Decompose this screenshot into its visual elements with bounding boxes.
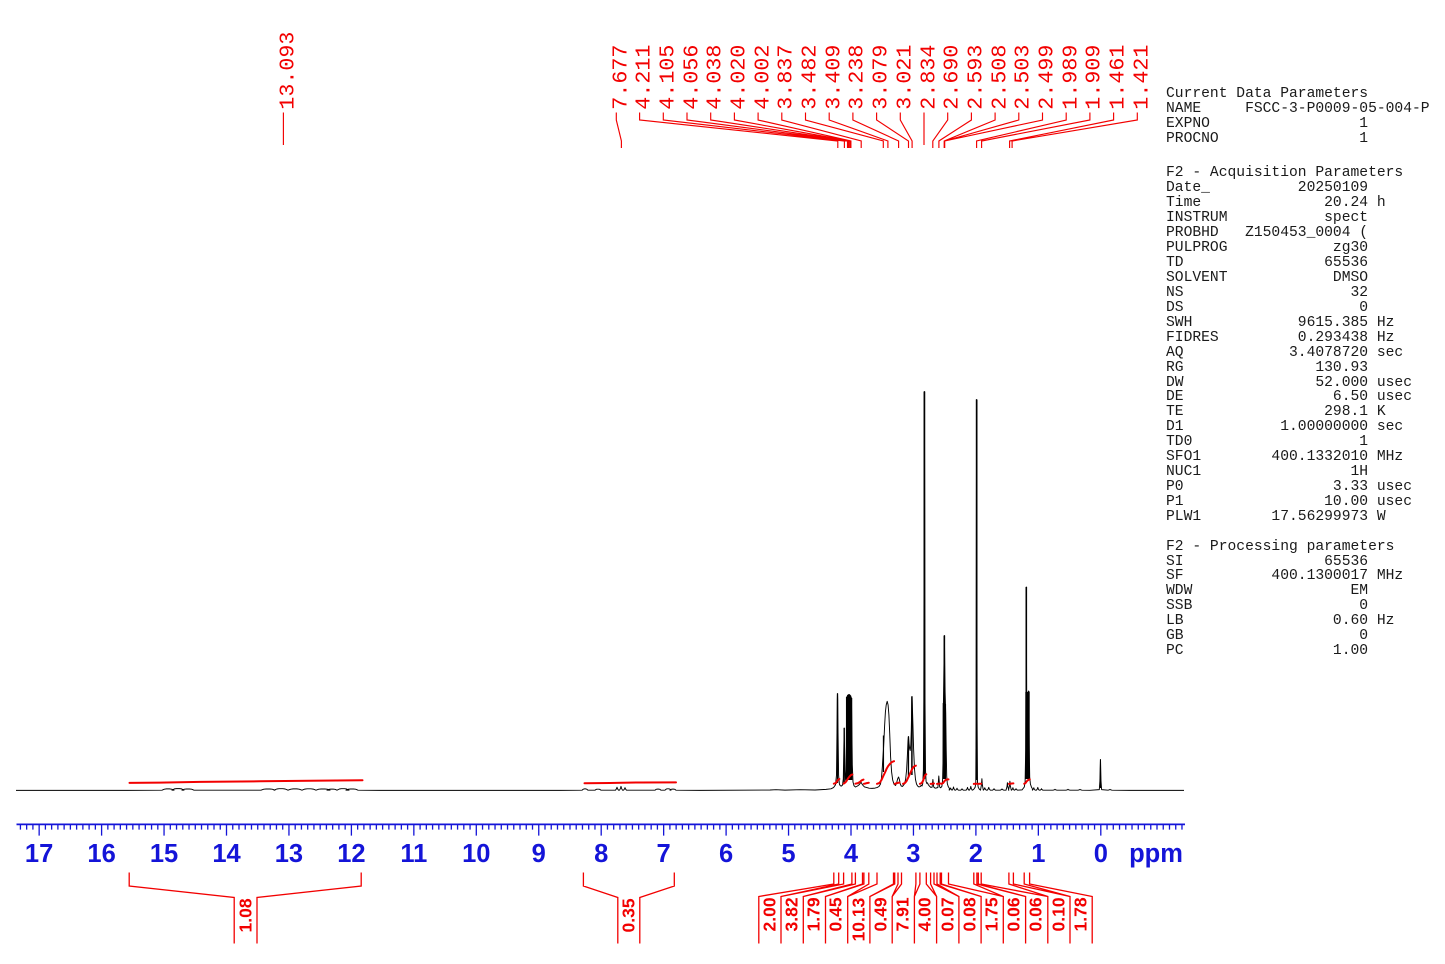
svg-text:6: 6 [719, 840, 733, 868]
svg-text:3: 3 [906, 840, 920, 868]
svg-text:10: 10 [462, 840, 490, 868]
svg-text:4: 4 [844, 840, 859, 868]
svg-text:ppm: ppm [1129, 840, 1183, 868]
svg-text:11: 11 [400, 840, 427, 868]
svg-text:16: 16 [87, 840, 115, 868]
svg-text:8: 8 [594, 840, 608, 868]
svg-text:5: 5 [781, 840, 795, 868]
svg-text:2: 2 [969, 840, 983, 868]
svg-text:9: 9 [532, 840, 546, 868]
svg-text:13: 13 [275, 840, 303, 868]
svg-text:7: 7 [657, 840, 671, 868]
svg-text:15: 15 [150, 840, 178, 868]
svg-text:12: 12 [337, 840, 365, 868]
svg-text:14: 14 [212, 840, 241, 868]
svg-text:17: 17 [25, 840, 53, 868]
svg-text:1: 1 [1031, 840, 1045, 868]
svg-text:0: 0 [1094, 840, 1108, 868]
